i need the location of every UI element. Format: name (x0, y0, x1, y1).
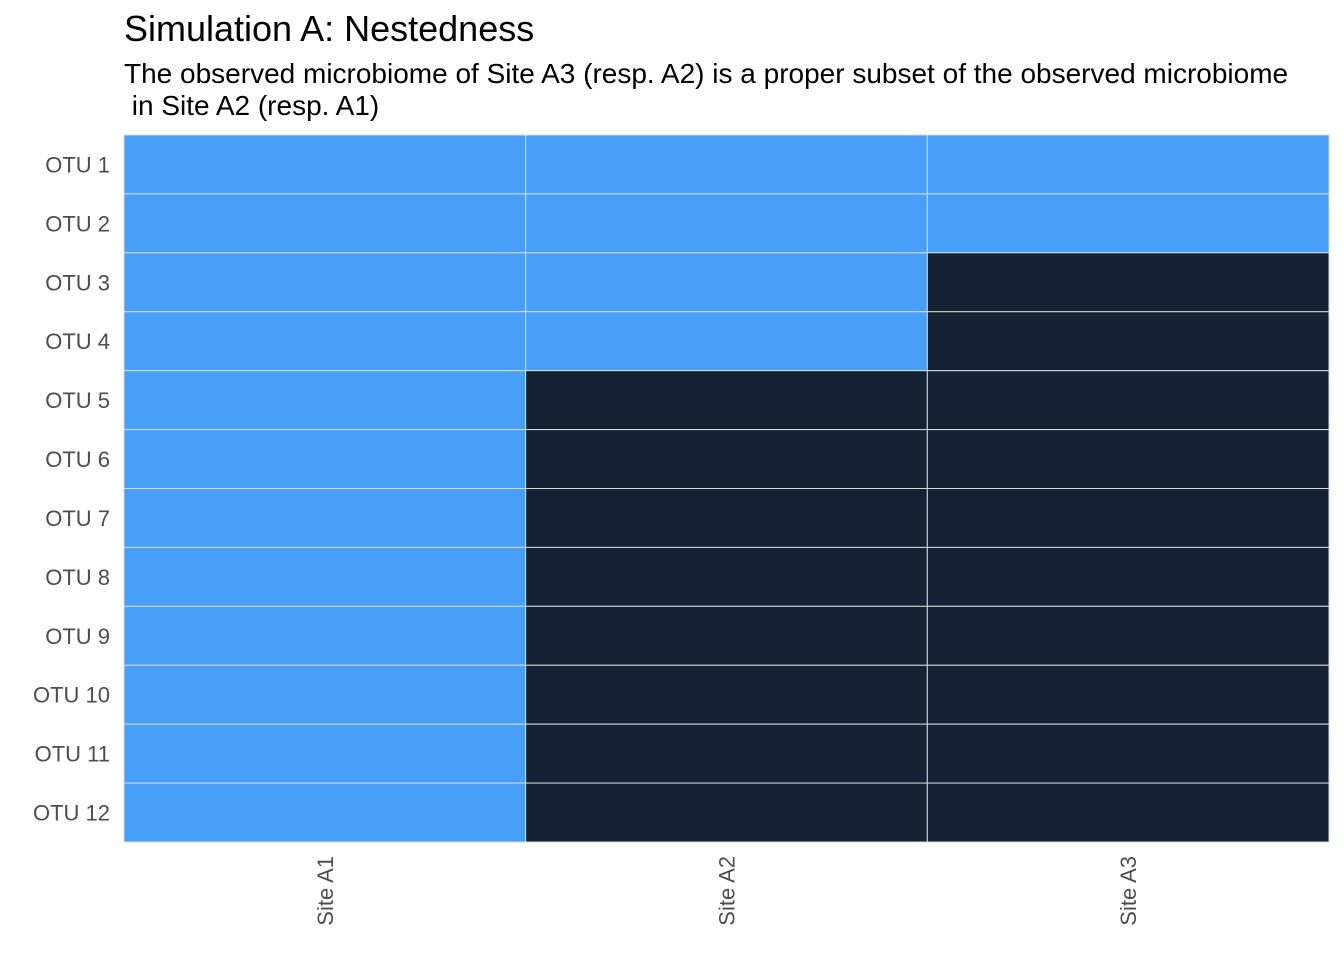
heatmap-cell (525, 723, 928, 784)
y-tick-label: OTU 12 (33, 801, 110, 826)
heatmap-cell (525, 311, 928, 372)
chart-title: Simulation A: Nestedness (124, 8, 535, 49)
heatmap-cell (926, 370, 1330, 431)
y-tick-label: OTU 9 (45, 624, 110, 649)
heatmap-cell (525, 370, 928, 431)
heatmap-cell (123, 252, 527, 313)
heatmap-cell (525, 664, 928, 725)
heatmap-cell (123, 193, 527, 254)
heatmap-cell (123, 782, 527, 843)
heatmap-cell (525, 252, 928, 313)
y-tick-label: OTU 1 (45, 152, 110, 177)
heatmap-cell (123, 605, 527, 666)
y-tick-label: OTU 3 (45, 270, 110, 295)
heatmap-cell (525, 546, 928, 607)
heatmap-cell (926, 193, 1330, 254)
x-axis-tick-labels: Site A1 Site A2 Site A3 (313, 856, 1141, 926)
heatmap-cell (123, 488, 527, 548)
x-tick-label: Site A1 (313, 856, 338, 926)
heatmap-cell (525, 429, 928, 490)
y-tick-label: OTU 5 (45, 388, 110, 413)
heatmap-cell (123, 546, 527, 607)
heatmap-cell (926, 605, 1330, 666)
y-tick-label: OTU 8 (45, 565, 110, 590)
heatmap-cell (123, 370, 527, 431)
y-tick-label: OTU 7 (45, 506, 110, 531)
heatmap-cell (926, 488, 1330, 548)
y-tick-label: OTU 6 (45, 447, 110, 472)
x-tick-label: Site A2 (715, 856, 740, 926)
y-tick-label: OTU 11 (35, 742, 110, 767)
heatmap-cell (123, 664, 527, 725)
y-axis-tick-labels: OTU 1 OTU 2 OTU 3 OTU 4 OTU 5 OTU 6 OTU 7 OTU 8… (33, 152, 110, 825)
heatmap-cell (926, 723, 1330, 784)
heatmap-cell (926, 134, 1330, 195)
heatmap-cell (123, 311, 527, 372)
x-tick-label: Site A3 (1116, 856, 1141, 926)
heatmap-cell (525, 193, 928, 254)
heatmap-cells (123, 134, 1330, 843)
heatmap-cell (525, 782, 928, 843)
chart-subtitle: The observed microbiome of Site A3 (resp… (124, 58, 1289, 121)
y-tick-label: OTU 2 (45, 211, 110, 236)
heatmap-cell (926, 664, 1330, 725)
heatmap-cell (926, 546, 1330, 607)
heatmap-cell (525, 605, 928, 666)
heatmap-cell (123, 723, 527, 784)
y-tick-label: OTU 4 (45, 329, 110, 354)
y-tick-label: OTU 10 (33, 683, 110, 708)
heatmap-cell (123, 134, 527, 195)
heatmap-cell (926, 782, 1330, 843)
heatmap-cell (123, 429, 527, 490)
heatmap-cell (926, 252, 1330, 313)
heatmap-cell (525, 134, 928, 195)
heatmap-cell (525, 488, 928, 548)
heatmap-cell (926, 429, 1330, 490)
heatmap-cell (926, 311, 1330, 372)
